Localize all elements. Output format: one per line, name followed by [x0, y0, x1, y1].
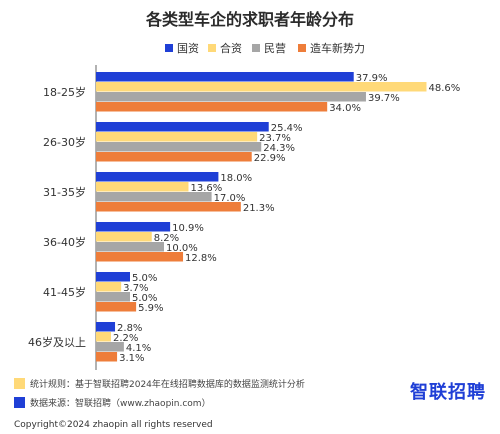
copyright-text: Copyright©2024 zhaopin all rights reserv…: [14, 420, 213, 430]
bar: [96, 142, 262, 152]
bar: [96, 152, 252, 162]
legend-swatch: [165, 44, 173, 52]
bar: [96, 202, 241, 212]
footer-note-rule: 统计规则：基于智联招聘2024年在线招聘数据库的数据监测统计分析: [14, 377, 305, 390]
bar: [96, 242, 164, 252]
footer-note-source: 数据来源：智联招聘（www.zhaopin.com）: [14, 396, 211, 409]
legend-item: 合资: [208, 40, 242, 56]
legend-label: 国资: [177, 42, 199, 55]
bar-value-label: 5.0%: [132, 273, 157, 284]
bar: [96, 292, 130, 302]
bar-value-label: 23.7%: [259, 133, 291, 144]
legend-label: 合资: [220, 42, 242, 55]
bar: [96, 222, 171, 232]
legend-swatch: [252, 44, 260, 52]
category-label: 31-35岁: [43, 185, 86, 199]
bar-value-label: 18.0%: [220, 173, 252, 184]
legend-swatch: [208, 44, 216, 52]
bar-value-label: 48.6%: [428, 83, 460, 94]
legend-item: 民营: [252, 40, 286, 56]
bar-value-label: 22.9%: [254, 153, 286, 164]
note-rule-marker: [14, 378, 25, 389]
bar-value-label: 12.8%: [185, 253, 217, 264]
bar: [96, 102, 328, 112]
bar: [96, 132, 258, 142]
bar: [96, 272, 130, 282]
bar-value-label: 39.7%: [368, 93, 400, 104]
bar: [96, 232, 152, 242]
bar: [96, 82, 427, 92]
bar-value-label: 21.3%: [243, 203, 275, 214]
bar: [96, 252, 184, 262]
bar-value-label: 8.2%: [154, 233, 179, 244]
legend-item: 造车新势力: [298, 40, 365, 56]
bar-value-label: 4.1%: [126, 343, 151, 354]
note-source-marker: [14, 397, 25, 408]
note-rule-text: 统计规则：基于智联招聘2024年在线招聘数据库的数据监测统计分析: [30, 380, 305, 390]
bar: [96, 352, 118, 362]
legend-item: 国资: [165, 40, 199, 56]
bar: [96, 322, 116, 332]
category-label: 46岁及以上: [28, 335, 86, 349]
bar: [96, 122, 269, 132]
bar: [96, 302, 137, 312]
brand-logo: 智联招聘: [410, 382, 486, 403]
note-source-text: 数据来源：智联招聘（www.zhaopin.com）: [30, 399, 211, 409]
category-label: 36-40岁: [43, 235, 86, 249]
bar: [96, 192, 212, 202]
bar: [96, 282, 122, 292]
bar-value-label: 10.9%: [172, 223, 204, 234]
bar-value-label: 24.3%: [263, 143, 295, 154]
legend-label: 民营: [264, 42, 286, 55]
legend-label: 造车新势力: [310, 42, 365, 55]
bar: [96, 92, 366, 102]
category-label: 41-45岁: [43, 285, 86, 299]
bar-value-label: 2.2%: [113, 333, 138, 344]
bar-value-label: 17.0%: [214, 193, 246, 204]
bar-value-label: 3.1%: [119, 353, 144, 364]
category-label: 18-25岁: [43, 85, 86, 99]
bar-value-label: 34.0%: [329, 103, 361, 114]
bar: [96, 72, 354, 82]
bar: [96, 332, 111, 342]
bar-value-label: 3.7%: [123, 283, 148, 294]
chart-title: 各类型车企的求职者年龄分布: [145, 10, 354, 29]
bar: [96, 342, 124, 352]
legend-swatch: [298, 44, 306, 52]
bar-value-label: 10.0%: [166, 243, 198, 254]
category-label: 26-30岁: [43, 135, 86, 149]
bar: [96, 172, 219, 182]
bar-value-label: 25.4%: [271, 123, 303, 134]
bar-value-label: 13.6%: [190, 183, 222, 194]
bar-value-label: 2.8%: [117, 323, 142, 334]
bar-value-label: 5.0%: [132, 293, 157, 304]
bar: [96, 182, 189, 192]
bar-value-label: 5.9%: [138, 303, 163, 314]
bar-value-label: 37.9%: [356, 73, 388, 84]
